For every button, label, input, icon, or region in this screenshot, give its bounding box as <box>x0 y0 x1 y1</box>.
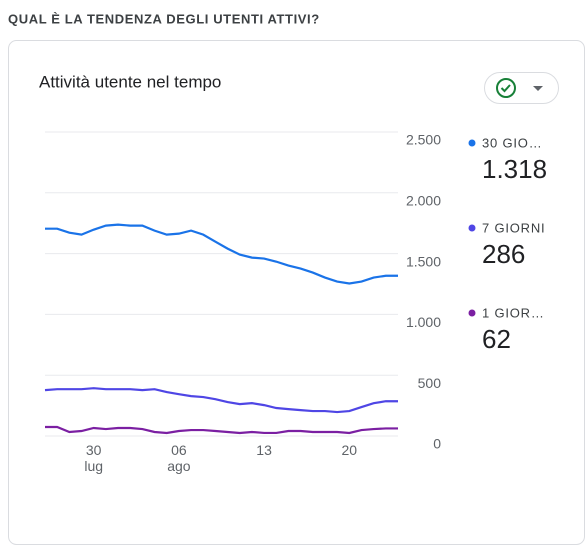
legend-value: 1.318 <box>482 154 547 184</box>
dropdown-arrow[interactable] <box>533 86 543 91</box>
series-line <box>45 425 398 435</box>
compare-button[interactable] <box>484 72 559 104</box>
legend-dot <box>468 309 476 317</box>
x-tick-label: 13 <box>256 442 272 458</box>
legend-value: 286 <box>482 239 525 269</box>
y-tick-label: 500 <box>418 375 442 391</box>
legend-dot <box>468 139 476 147</box>
y-tick-label: 0 <box>433 436 441 452</box>
legend-label: 30 GIO… <box>482 135 543 150</box>
y-tick-label: 2.500 <box>406 132 441 148</box>
card-title: Attività utente nel tempo <box>39 72 221 91</box>
y-tick-label: 2.000 <box>406 193 441 209</box>
x-tick-label: 20 <box>341 442 358 458</box>
legend-label: 1 GIOR… <box>482 305 545 320</box>
x-tick-label: 30 lug <box>84 442 104 474</box>
card <box>8 40 585 545</box>
x-tick-label: 06 ago <box>167 442 191 474</box>
check-mark[interactable] <box>500 84 511 93</box>
legend-value: 62 <box>482 324 511 354</box>
check-icon[interactable] <box>496 78 516 98</box>
series-line <box>45 223 398 285</box>
y-tick-label: 1.500 <box>406 253 441 269</box>
y-tick-label: 1.000 <box>406 314 441 330</box>
section-title: QUAL È LA TENDENZA DEGLI UTENTI ATTIVI? <box>8 11 320 26</box>
button-outline[interactable] <box>484 72 559 104</box>
legend-label: 7 GIORNI <box>482 220 545 235</box>
legend-dot <box>468 224 476 232</box>
series-line <box>44 387 398 414</box>
